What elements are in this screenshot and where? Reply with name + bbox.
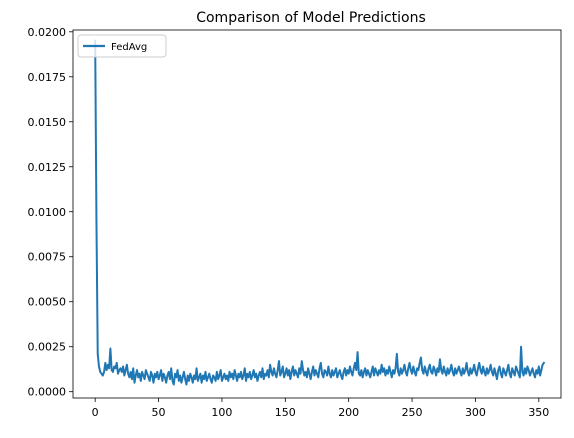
x-tick-label: 100 — [211, 406, 232, 419]
y-tick-label: 0.0050 — [28, 296, 67, 309]
y-tick-label: 0.0175 — [28, 71, 67, 84]
x-tick-label: 0 — [92, 406, 99, 419]
y-tick-label: 0.0150 — [28, 116, 67, 129]
x-tick-label: 250 — [402, 406, 423, 419]
x-tick-label: 200 — [338, 406, 359, 419]
y-tick-label: 0.0100 — [28, 206, 67, 219]
y-tick-label: 0.0000 — [28, 386, 67, 399]
x-tick-label: 300 — [465, 406, 486, 419]
chart-title: Comparison of Model Predictions — [196, 10, 426, 26]
y-tick-label: 0.0125 — [28, 161, 67, 174]
legend: FedAvg — [78, 35, 166, 57]
legend-label: FedAvg — [111, 42, 147, 53]
x-tick-label: 150 — [275, 406, 296, 419]
x-tick-label: 350 — [528, 406, 549, 419]
y-tick-label: 0.0075 — [28, 251, 67, 264]
y-tick-label: 0.0025 — [28, 341, 67, 354]
x-tick-label: 50 — [152, 406, 166, 419]
y-tick-label: 0.0200 — [28, 26, 67, 39]
